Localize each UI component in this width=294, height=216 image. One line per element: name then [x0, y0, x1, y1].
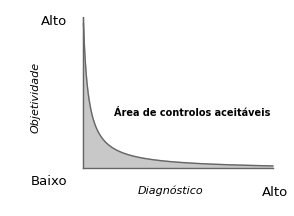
Text: Alto: Alto	[262, 186, 288, 199]
Text: Objetividade: Objetividade	[30, 62, 40, 133]
Text: Diagnóstico: Diagnóstico	[138, 186, 203, 196]
Text: Área de controlos aceitáveis: Área de controlos aceitáveis	[114, 108, 271, 118]
Polygon shape	[83, 17, 273, 168]
Text: Alto: Alto	[41, 15, 68, 28]
Text: Baixo: Baixo	[31, 175, 68, 188]
